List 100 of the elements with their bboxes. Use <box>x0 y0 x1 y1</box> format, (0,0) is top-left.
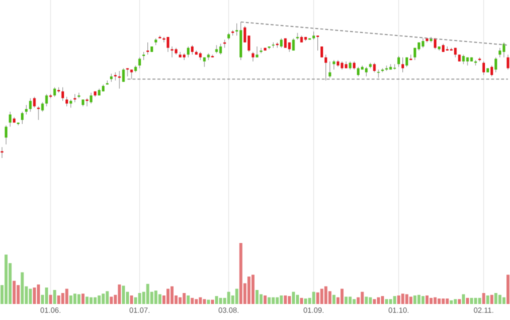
bar <box>296 294 299 304</box>
candlestick <box>138 57 141 68</box>
bar <box>450 300 453 304</box>
bar <box>138 293 142 304</box>
bar <box>32 288 36 304</box>
bar <box>401 294 404 304</box>
candlestick <box>365 66 368 77</box>
candlestick <box>190 44 194 55</box>
bar <box>190 298 194 304</box>
bar <box>397 295 400 304</box>
bar <box>28 288 32 304</box>
candlestick <box>8 112 12 127</box>
bar <box>494 293 498 304</box>
bar <box>57 295 60 304</box>
bar <box>304 298 308 304</box>
bar <box>264 295 267 304</box>
candlestick <box>78 92 80 98</box>
bar <box>482 293 486 304</box>
bar <box>12 280 16 304</box>
candlestick <box>401 57 404 73</box>
bar <box>239 243 242 304</box>
bar <box>372 299 376 304</box>
candlestick <box>256 46 258 58</box>
candlestick <box>53 87 56 98</box>
bar <box>426 295 429 304</box>
candlestick <box>37 106 40 120</box>
bar <box>215 296 218 304</box>
candlestick <box>41 102 44 112</box>
bar <box>316 292 320 304</box>
bar <box>227 292 230 304</box>
bar <box>16 285 20 304</box>
candlestick <box>356 66 360 77</box>
bar <box>312 292 316 304</box>
bar <box>268 297 271 304</box>
bar <box>65 288 68 304</box>
bar <box>438 298 441 304</box>
bar <box>466 298 470 304</box>
bar <box>61 293 64 304</box>
bar <box>49 294 52 304</box>
bar <box>486 295 490 304</box>
bar <box>413 295 416 304</box>
candlestick <box>494 57 498 73</box>
bar <box>332 294 336 304</box>
bar <box>158 294 162 304</box>
candlestick <box>385 65 388 72</box>
bar <box>247 276 250 304</box>
candlestick <box>316 35 320 51</box>
candlestick <box>376 69 380 78</box>
bar <box>219 298 222 304</box>
bar <box>251 274 254 304</box>
bar <box>260 294 263 304</box>
candlestick <box>280 38 283 48</box>
bar <box>421 296 424 304</box>
bar <box>344 296 348 304</box>
bar <box>256 290 259 304</box>
candlestick <box>186 46 190 58</box>
bar <box>300 298 304 304</box>
bar <box>178 297 182 304</box>
candlestick <box>118 70 121 89</box>
bar <box>118 284 121 304</box>
bar <box>284 295 287 304</box>
bar <box>292 292 295 304</box>
bar <box>376 297 380 304</box>
bar <box>166 288 170 304</box>
candlestick <box>45 94 48 107</box>
bar <box>98 295 101 304</box>
candlestick <box>146 42 150 55</box>
bar <box>430 298 433 304</box>
candlestick <box>29 98 32 112</box>
candlestick <box>219 44 222 55</box>
bar <box>73 294 76 304</box>
candlestick <box>33 96 36 108</box>
bar <box>202 299 206 304</box>
bar <box>405 294 408 304</box>
bar <box>368 297 372 304</box>
candlestick <box>207 53 210 60</box>
candlestick <box>0 146 4 158</box>
bar <box>186 295 190 304</box>
bar <box>458 299 461 304</box>
candlestick <box>90 92 92 104</box>
candlestick <box>506 54 510 70</box>
bar <box>194 299 198 304</box>
candlestick <box>328 61 332 78</box>
bar <box>474 298 478 304</box>
bar <box>4 254 8 304</box>
candlestick <box>61 87 64 102</box>
bar <box>352 299 356 304</box>
bar <box>364 296 368 304</box>
bar <box>417 294 420 304</box>
bar <box>69 295 72 304</box>
candlestick <box>20 112 24 124</box>
candlestick <box>166 36 170 52</box>
bar <box>490 294 494 304</box>
bar <box>77 294 80 304</box>
bar <box>502 297 506 304</box>
bar <box>45 288 48 304</box>
bar <box>320 288 324 304</box>
bar <box>134 297 138 304</box>
bar <box>498 294 502 304</box>
candlestick <box>4 125 8 145</box>
